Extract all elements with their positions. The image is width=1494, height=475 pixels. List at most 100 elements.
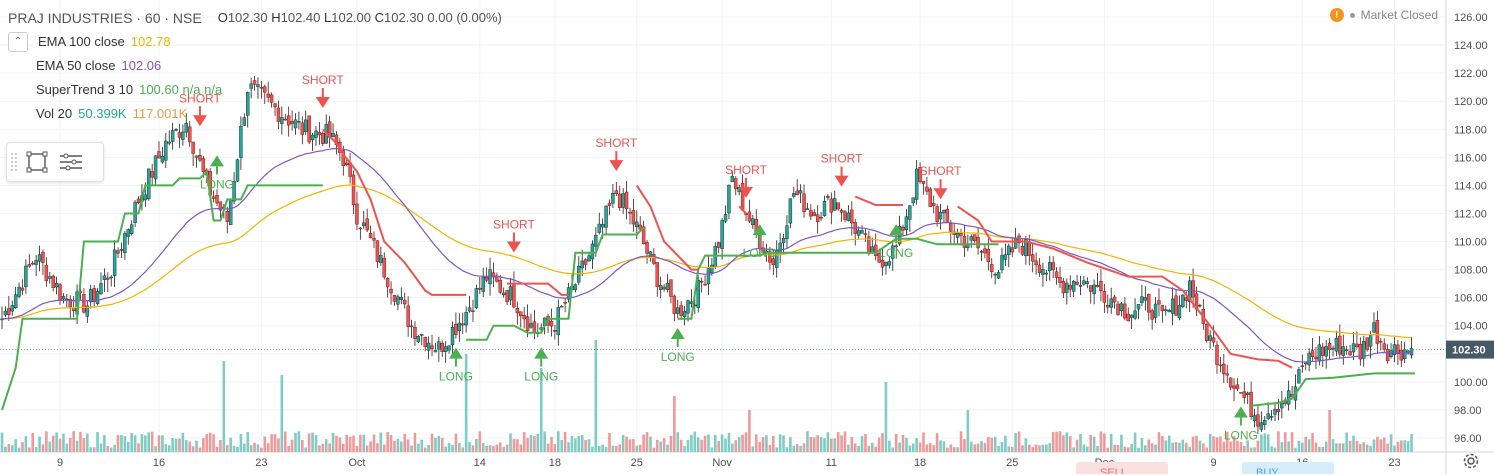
candle-body xyxy=(604,205,608,228)
candle-body xyxy=(587,255,591,262)
volume-bar xyxy=(1393,445,1396,452)
rectangle-icon[interactable] xyxy=(22,147,52,177)
volume-bar xyxy=(1324,441,1328,452)
candle-body xyxy=(1133,310,1137,319)
volume-bar xyxy=(106,446,110,452)
lines-settings-icon[interactable] xyxy=(56,147,86,177)
volume-bar xyxy=(1055,431,1058,452)
volume-bar xyxy=(188,441,192,452)
volume-bar xyxy=(485,445,488,452)
volume-bar xyxy=(710,447,714,452)
volume-bar xyxy=(468,442,471,452)
volume-bar xyxy=(359,434,362,452)
volume-bar xyxy=(24,436,28,452)
volume-bar xyxy=(1109,433,1113,452)
volume-bar xyxy=(1031,446,1034,452)
candle-body xyxy=(184,123,188,133)
volume-bar xyxy=(1096,445,1099,452)
volume-bar xyxy=(1123,446,1127,452)
sell-tab[interactable]: SELL xyxy=(1076,462,1168,474)
candle-body xyxy=(1246,392,1250,396)
indicator-name: EMA 100 close xyxy=(38,34,125,49)
last-price-tag xyxy=(1446,340,1494,359)
volume-bar xyxy=(748,410,751,452)
volume-bar xyxy=(164,444,168,452)
long-label: LONG xyxy=(200,177,234,191)
buy-tab[interactable]: BUY xyxy=(1242,462,1334,474)
indicator-ema50[interactable]: EMA 50 close 102.06 xyxy=(8,54,502,78)
volume-bar xyxy=(809,436,813,452)
volume-bar xyxy=(1024,438,1028,452)
volume-bar xyxy=(789,437,792,452)
drag-handle[interactable] xyxy=(10,152,18,172)
candle-body xyxy=(1167,309,1171,313)
candle-body xyxy=(478,287,482,290)
symbol-title[interactable]: PRAJ INDUSTRIES · 60 · NSE xyxy=(8,10,202,26)
volume-bar xyxy=(229,437,232,452)
volume-bar xyxy=(1202,443,1205,452)
volume-bar xyxy=(669,435,673,452)
volume-bar xyxy=(751,446,755,452)
chevron-up-icon[interactable]: ⌃ xyxy=(8,32,28,52)
volume-bar xyxy=(1195,435,1198,452)
indicator-supertrend[interactable]: SuperTrend 3 10 100.60 n/a n/a xyxy=(8,78,502,102)
volume-bar xyxy=(1341,443,1345,452)
volume-bar xyxy=(72,431,75,452)
candle-body xyxy=(228,199,233,225)
volume-bar xyxy=(150,431,154,452)
sell-label[interactable]: SELL xyxy=(1100,467,1127,474)
volume-bar xyxy=(1331,439,1335,452)
candle-body xyxy=(1341,346,1345,356)
volume-bar xyxy=(911,443,915,452)
candle-body xyxy=(949,223,953,232)
candle-body xyxy=(515,308,520,314)
candle-body xyxy=(529,323,533,328)
volume-bar xyxy=(894,433,898,452)
volume-bar xyxy=(823,438,826,452)
volume-bar xyxy=(1335,443,1338,452)
volume-bar xyxy=(976,443,980,452)
volume-bar xyxy=(400,441,403,452)
volume-bar xyxy=(983,442,987,452)
volume-bar xyxy=(632,439,635,452)
volume-bar xyxy=(256,444,260,452)
volume-bar xyxy=(393,441,396,452)
warning-icon[interactable]: ! xyxy=(1329,8,1344,22)
volume-bar xyxy=(526,437,529,452)
candle-body xyxy=(897,226,902,245)
candle-body xyxy=(1024,239,1028,257)
drawing-toolbox[interactable] xyxy=(6,142,104,182)
candle-body xyxy=(3,310,8,316)
candle-body xyxy=(1007,245,1011,255)
indicator-ema100[interactable]: ⌃ EMA 100 close 102.78 xyxy=(8,30,502,54)
volume-bar xyxy=(304,447,308,452)
gear-icon[interactable] xyxy=(1462,452,1480,470)
candle-body xyxy=(1136,304,1141,310)
candle-body xyxy=(932,203,936,206)
volume-bar xyxy=(864,434,867,452)
candle-body xyxy=(1215,344,1219,365)
volume-bar xyxy=(741,434,744,452)
volume-bar xyxy=(253,442,256,452)
volume-bar xyxy=(806,431,809,452)
candle-body xyxy=(420,334,424,336)
volume-bar xyxy=(7,444,11,452)
candle-body xyxy=(778,242,782,254)
volume-bar xyxy=(246,431,250,452)
volume-bar xyxy=(1270,446,1273,452)
indicator-volume[interactable]: Vol 20 50.399K 117.001K xyxy=(8,102,502,126)
candle-body xyxy=(239,125,243,158)
candle-body xyxy=(621,193,625,208)
candle-body xyxy=(406,305,410,327)
volume-bar xyxy=(1103,433,1106,452)
volume-bar xyxy=(683,446,686,452)
buy-label[interactable]: BUY xyxy=(1256,467,1279,474)
candle-body xyxy=(744,213,748,215)
candle-body xyxy=(1126,313,1130,322)
candle-body xyxy=(61,296,66,300)
x-tick-label: 16 xyxy=(153,457,165,469)
candle-body xyxy=(624,191,629,209)
candle-body xyxy=(95,291,100,304)
volume-bar xyxy=(1266,434,1270,452)
